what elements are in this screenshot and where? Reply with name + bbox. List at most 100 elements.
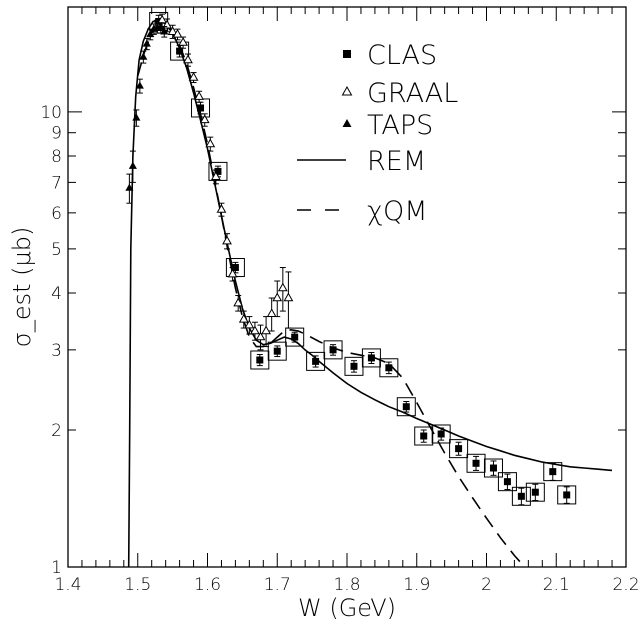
taps-point <box>160 27 169 35</box>
taps-point <box>146 29 155 38</box>
clas-point <box>329 346 337 354</box>
graal-point <box>250 325 260 335</box>
clas-point <box>489 464 497 472</box>
clas-sys-box <box>466 453 486 473</box>
x-tick-label: 1.4 <box>54 575 81 595</box>
y-axis-label: σ_est (μb) <box>8 227 36 348</box>
graal-point <box>233 297 244 307</box>
graal-point <box>238 313 249 323</box>
clas-sys-box <box>344 356 364 376</box>
graal-point <box>216 204 227 213</box>
y-tick-label: 4 <box>51 284 62 304</box>
clas-sys-box <box>414 426 434 446</box>
clas-point <box>367 354 375 362</box>
clas-sys-box <box>323 340 343 360</box>
clas-sys-box <box>431 424 451 444</box>
graal-point <box>172 28 183 38</box>
x-tick-label: 1.7 <box>264 575 291 595</box>
clas-sys-box <box>511 486 531 506</box>
legend-label: GRAAL <box>367 78 458 109</box>
graal-point <box>199 114 210 124</box>
clas-point <box>455 445 463 453</box>
legend-label: CLAS <box>367 40 437 71</box>
clas-point <box>273 347 281 355</box>
clas-point <box>385 364 393 372</box>
clas-point <box>312 357 320 365</box>
graal-point <box>255 331 266 341</box>
legend-label: χQM <box>367 196 428 227</box>
clas-point <box>437 430 445 438</box>
legend-label: TAPS <box>367 110 433 141</box>
clas-sys-box <box>267 341 287 361</box>
y-tick-label: 3 <box>51 341 62 361</box>
y-tick-label: 7 <box>51 173 62 193</box>
legend-label: REM <box>367 146 426 177</box>
clas-point <box>531 488 539 496</box>
clas-point <box>350 362 358 370</box>
graal-point <box>210 171 221 181</box>
x-tick-label: 2 <box>481 575 492 595</box>
graal-point <box>222 235 232 245</box>
graal-point <box>167 26 178 35</box>
graal-point <box>188 71 199 81</box>
clas-sys-box <box>306 351 326 371</box>
clas-sys-box <box>396 397 416 417</box>
clas-point <box>549 468 557 476</box>
clas-point <box>420 432 428 440</box>
graal-point <box>266 308 277 318</box>
clas-sys-box <box>208 161 228 181</box>
legend-taps-marker <box>342 119 352 127</box>
clas-point <box>256 356 264 364</box>
y-tick-label: 6 <box>51 204 62 224</box>
y-tick-label: 1 <box>51 558 62 578</box>
taps-point <box>142 39 151 47</box>
graal-point <box>272 292 283 302</box>
points-layer <box>125 11 577 506</box>
x-tick-label: 2.1 <box>543 575 570 595</box>
x-tick-label: 1.6 <box>194 575 221 595</box>
clas-point <box>214 167 222 175</box>
taps-point <box>125 183 134 191</box>
legend-clas-marker <box>343 50 351 58</box>
taps-point <box>139 52 148 60</box>
graal-point <box>244 319 255 329</box>
graal-point <box>194 91 205 100</box>
y-tick-label: 10 <box>40 103 62 123</box>
clas-sys-box <box>557 485 577 505</box>
graal-point <box>261 325 271 335</box>
graal-point <box>277 282 288 292</box>
clas-point <box>563 491 571 499</box>
clas-sys-box <box>497 472 517 492</box>
graal-point <box>205 138 216 148</box>
clas-point <box>197 104 205 112</box>
y-tick-label: 5 <box>51 240 62 260</box>
y-tick-label: 2 <box>51 421 62 441</box>
clas-point <box>517 492 525 500</box>
graal-point <box>283 292 294 302</box>
clas-sys-box <box>170 41 190 61</box>
clas-point <box>176 47 184 55</box>
taps-point <box>135 81 144 89</box>
clas-point <box>503 478 511 486</box>
clas-sys-box <box>449 439 469 459</box>
clas-point <box>472 459 480 467</box>
ticks-layer: 1.4 1.5 1.6 1.7 1.8 1.9 2 2.1 2.2 1 2 3 4 5 6 7 8 910 <box>40 7 640 595</box>
clas-point <box>402 403 410 411</box>
clas-sys-box <box>543 462 563 482</box>
clas-sys-box <box>285 327 305 347</box>
graal-point <box>227 268 238 278</box>
graal-point <box>178 37 188 46</box>
clas-sys-box <box>379 358 399 378</box>
x-tick-label: 1.9 <box>403 575 430 595</box>
x-tick-label: 1.5 <box>124 575 151 595</box>
x-tick-label: 2.2 <box>612 575 639 595</box>
x-tick-label: 1.8 <box>333 575 360 595</box>
graal-point <box>183 54 193 64</box>
y-tick-label: 9 <box>51 124 62 144</box>
clas-point <box>291 333 299 341</box>
curve-chiqm <box>137 23 526 567</box>
legend-graal-marker <box>341 85 353 96</box>
taps-point <box>132 113 141 121</box>
